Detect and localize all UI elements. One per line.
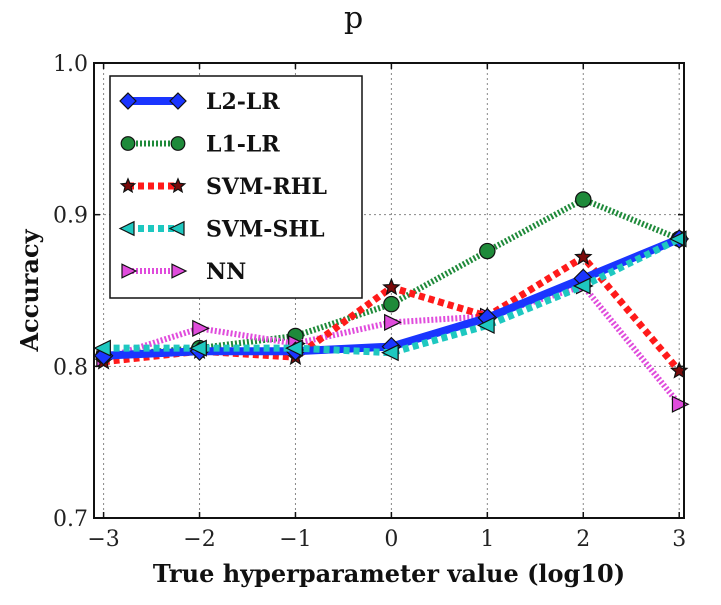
y-tick-label: 0.9 xyxy=(53,204,88,229)
legend-marker xyxy=(118,220,135,237)
data-point xyxy=(668,230,687,248)
data-point xyxy=(93,339,111,357)
legend-item-l2-lr: L2-LR xyxy=(119,89,280,115)
legend-marker xyxy=(121,263,138,279)
y-axis-label: Accuracy xyxy=(15,228,44,352)
legend-marker xyxy=(169,177,187,194)
series-svm-shl xyxy=(93,230,687,362)
legend-item-svm-shl: SVM-SHL xyxy=(118,217,325,243)
data-point xyxy=(572,277,591,295)
data-point xyxy=(189,339,207,357)
x-tick-label: −1 xyxy=(279,527,311,552)
data-point xyxy=(476,316,495,334)
legend-marker xyxy=(119,177,137,194)
legend-item-svm-rhl: SVM-RHL xyxy=(119,174,327,200)
legend-label: SVM-SHL xyxy=(206,217,325,243)
legend-label: NN xyxy=(206,259,246,285)
legend-item-nn: NN xyxy=(121,259,246,285)
data-point xyxy=(381,344,399,362)
data-point xyxy=(671,395,690,413)
x-tick-label: 2 xyxy=(576,527,590,552)
legend-marker xyxy=(171,263,188,279)
x-tick-label: 1 xyxy=(480,527,494,552)
legend-label: L2-LR xyxy=(206,89,280,115)
data-point xyxy=(574,247,593,266)
x-tick-label: 0 xyxy=(384,527,398,552)
plot-frame xyxy=(93,62,685,519)
data-point xyxy=(479,242,496,260)
legend-marker xyxy=(119,92,137,110)
x-tick-label: −3 xyxy=(87,527,119,552)
legend-item-l1-lr: L1-LR xyxy=(120,132,280,158)
data-point xyxy=(575,191,592,208)
legend-label: SVM-RHL xyxy=(206,174,327,200)
data-point xyxy=(192,319,210,338)
data-point xyxy=(383,295,400,313)
x-tick-label: 3 xyxy=(672,527,686,552)
x-tick-label: −2 xyxy=(183,527,215,552)
x-axis-label: True hyperparameter value (log10) xyxy=(153,559,625,588)
y-tick-label: 0.7 xyxy=(53,507,88,532)
top-text: p xyxy=(344,1,363,36)
legend-marker xyxy=(170,136,186,151)
y-tick-label: 0.8 xyxy=(53,355,88,380)
data-point xyxy=(382,277,401,296)
data-point xyxy=(285,339,303,357)
legend-marker xyxy=(120,136,136,151)
legend-marker xyxy=(168,220,185,237)
data-point xyxy=(384,313,402,331)
y-tick-label: 1.0 xyxy=(53,52,88,77)
legend-marker xyxy=(169,92,187,110)
ticks: −3 −2 −1 0 1 2 3 0.7 0.8 0.9 1.0 xyxy=(53,52,686,552)
series-layer xyxy=(93,191,690,413)
legend: L2-LR L1-LR SVM-RHL SVM-SHL NN xyxy=(109,75,363,299)
legend-label: L1-LR xyxy=(206,132,280,158)
